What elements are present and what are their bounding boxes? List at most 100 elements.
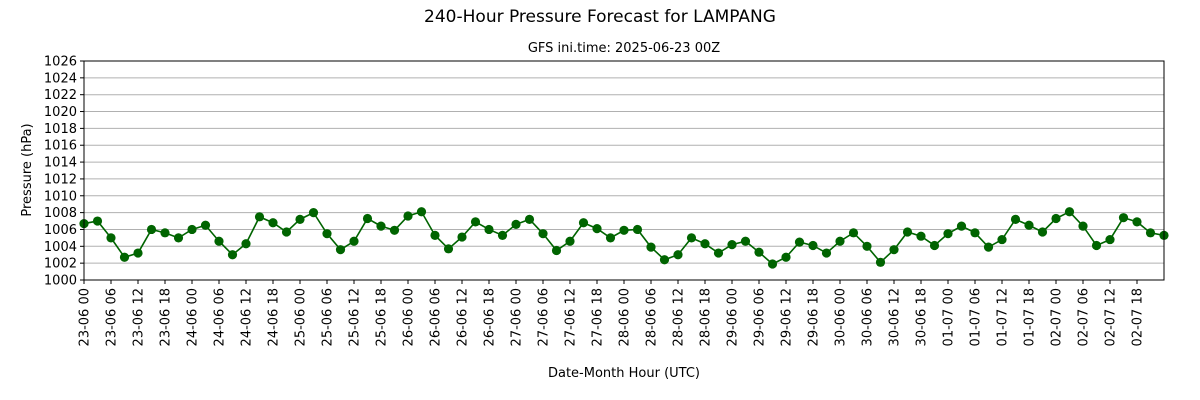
data-point: [808, 240, 818, 251]
data-point: [956, 221, 967, 231]
data-point: [1037, 227, 1048, 237]
data-point: [254, 212, 265, 222]
data-point: [889, 245, 899, 255]
data-point: [1024, 220, 1034, 230]
data-point: [322, 229, 332, 239]
x-tick-label: 27-06 12: [564, 288, 579, 346]
x-tick-label: 23-06 18: [159, 288, 174, 346]
y-axis-label: Pressure (hPa): [20, 123, 35, 216]
data-point: [376, 221, 386, 231]
x-tick-label: 02-07 18: [1131, 288, 1146, 346]
x-tick-label: 23-06 06: [105, 288, 120, 346]
x-tick-label: 29-06 06: [753, 288, 768, 346]
x-tick-label: 29-06 18: [807, 288, 822, 346]
x-tick-label: 27-06 00: [510, 288, 525, 346]
data-point: [214, 236, 224, 246]
x-tick-label: 25-06 00: [294, 288, 309, 346]
data-point: [1118, 213, 1129, 223]
data-point: [781, 252, 791, 262]
data-point: [578, 218, 589, 228]
data-point: [605, 233, 616, 243]
x-tick-label: 28-06 18: [699, 288, 714, 346]
data-point: [727, 240, 737, 250]
data-point: [646, 242, 656, 252]
x-tick-label: 28-06 06: [645, 288, 660, 346]
x-tick-label: 01-07 06: [969, 288, 984, 346]
data-point: [862, 241, 872, 251]
x-tick-label: 28-06 12: [672, 288, 687, 346]
x-tick-label: 24-06 18: [267, 288, 282, 346]
data-point: [1010, 214, 1021, 224]
data-point: [983, 242, 994, 252]
data-point: [916, 231, 926, 241]
data-point: [119, 252, 130, 262]
data-point: [1091, 240, 1102, 251]
plot-frame: [83, 60, 1165, 281]
x-axis-label: Date-Month Hour (UTC): [548, 366, 700, 381]
data-point: [160, 228, 170, 238]
data-point: [470, 217, 481, 227]
x-tick-label: 23-06 00: [78, 288, 93, 346]
data-point: [173, 233, 184, 243]
data-point: [686, 233, 697, 243]
data-point: [592, 224, 602, 234]
data-point: [1064, 207, 1075, 217]
y-tick-label: 1008: [44, 206, 77, 221]
y-tick-label: 1004: [44, 240, 77, 255]
data-point: [349, 236, 359, 246]
data-point: [551, 245, 562, 256]
data-point: [673, 250, 683, 260]
y-tick-label: 1012: [44, 172, 77, 187]
x-tick-label: 24-06 12: [240, 288, 255, 346]
x-tick-label: 30-06 00: [834, 288, 849, 346]
data-point: [443, 244, 454, 254]
data-point: [997, 234, 1007, 245]
x-tick-label: 26-06 06: [429, 288, 444, 346]
data-point: [1145, 228, 1156, 238]
data-point: [740, 236, 751, 246]
data-point: [416, 207, 427, 217]
data-point: [187, 224, 197, 235]
data-point: [241, 239, 251, 249]
x-tick-label: 02-07 06: [1077, 288, 1092, 346]
data-point: [389, 225, 400, 235]
data-point: [821, 248, 832, 258]
x-tick-label: 01-07 00: [942, 288, 957, 346]
data-point: [794, 237, 805, 247]
x-tick-label: 24-06 00: [186, 288, 201, 346]
data-point: [281, 227, 292, 237]
data-point: [632, 224, 643, 235]
chart-subtitle: GFS ini.time: 2025-06-23 00Z: [528, 41, 720, 56]
data-point: [929, 240, 940, 251]
y-tick-label: 1022: [44, 88, 77, 103]
data-point: [227, 250, 238, 260]
data-point: [362, 213, 373, 224]
data-point: [308, 208, 319, 218]
x-tick-label: 26-06 00: [402, 288, 417, 346]
data-point: [133, 248, 143, 258]
x-tick-label: 23-06 12: [132, 288, 147, 346]
data-point: [848, 228, 859, 238]
y-tick-label: 1000: [44, 274, 77, 289]
x-tick-label: 26-06 12: [456, 288, 471, 346]
y-tick-label: 1018: [44, 122, 77, 137]
data-point: [713, 248, 724, 258]
x-tick-label: 01-07 18: [1023, 288, 1038, 346]
y-tick-label: 1026: [44, 55, 77, 70]
data-point: [1132, 217, 1142, 227]
data-point: [700, 239, 710, 249]
data-point: [902, 227, 913, 237]
x-tick-label: 24-06 06: [213, 288, 228, 346]
data-point: [875, 257, 886, 267]
data-point: [106, 233, 116, 243]
x-tick-label: 26-06 18: [483, 288, 498, 346]
x-tick-label: 30-06 18: [915, 288, 930, 346]
series-pressure: [79, 207, 1169, 269]
data-point: [1078, 221, 1088, 231]
data-point: [1051, 213, 1061, 224]
data-point: [659, 255, 670, 265]
x-tick-label: 25-06 12: [348, 288, 363, 346]
data-point: [767, 259, 778, 269]
